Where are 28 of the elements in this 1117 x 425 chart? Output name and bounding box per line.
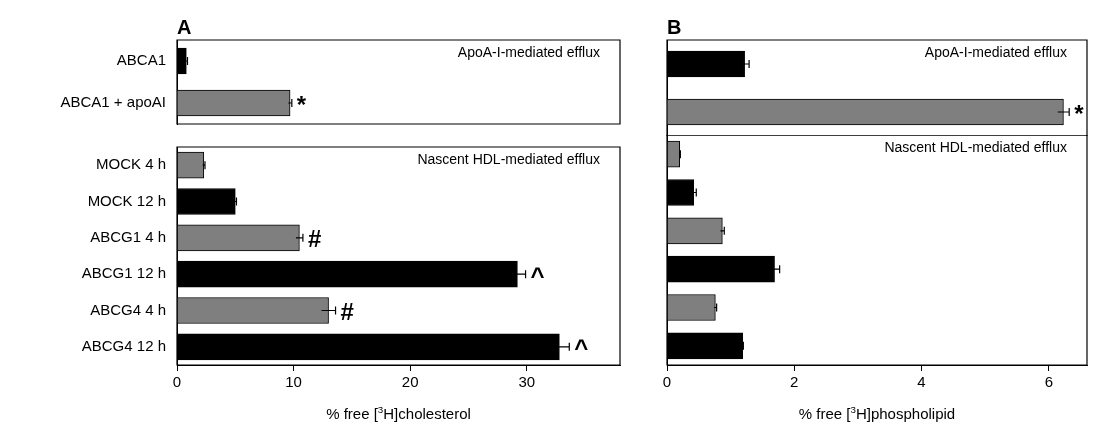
chart-title: B <box>667 15 682 38</box>
y-tick-label: MOCK 12 h <box>87 191 166 209</box>
annotation: # <box>307 225 322 253</box>
x-tick-label: 6 <box>1044 373 1053 391</box>
y-tick-label: ABCG1 12 h <box>81 264 166 282</box>
annotation: Nascent HDL-mediated efflux <box>417 150 600 167</box>
x-tick-label: 0 <box>662 373 672 391</box>
x-tick-label: 4 <box>917 373 926 391</box>
x-tick-label: 10 <box>285 373 302 391</box>
annotation: # <box>340 298 354 326</box>
x-tick-label: 2 <box>790 373 799 391</box>
y-tick-label: ABCA1 + apoAI <box>60 93 166 111</box>
y-tick-label: ABCG1 4 h <box>90 227 166 245</box>
annotation: Nascent HDL-mediated efflux <box>884 138 1067 155</box>
y-tick-label: ABCG4 12 h <box>81 336 166 354</box>
chart-title: A <box>177 15 192 38</box>
annotation: ^ <box>530 261 545 289</box>
y-tick-label: MOCK 4 h <box>95 155 166 173</box>
x-tick-label: 30 <box>518 373 536 391</box>
annotation: * <box>296 90 307 118</box>
annotation: * <box>1074 99 1085 127</box>
annotation: ^ <box>574 334 589 362</box>
x-tick-label: 0 <box>172 373 182 391</box>
annotation: ApoA-I-mediated efflux <box>457 43 600 60</box>
y-tick-label: ABCA1 <box>116 51 166 69</box>
y-tick-label: ABCG4 4 h <box>90 300 166 318</box>
annotation: ApoA-I-mediated efflux <box>924 43 1067 60</box>
x-tick-label: 20 <box>401 373 419 391</box>
